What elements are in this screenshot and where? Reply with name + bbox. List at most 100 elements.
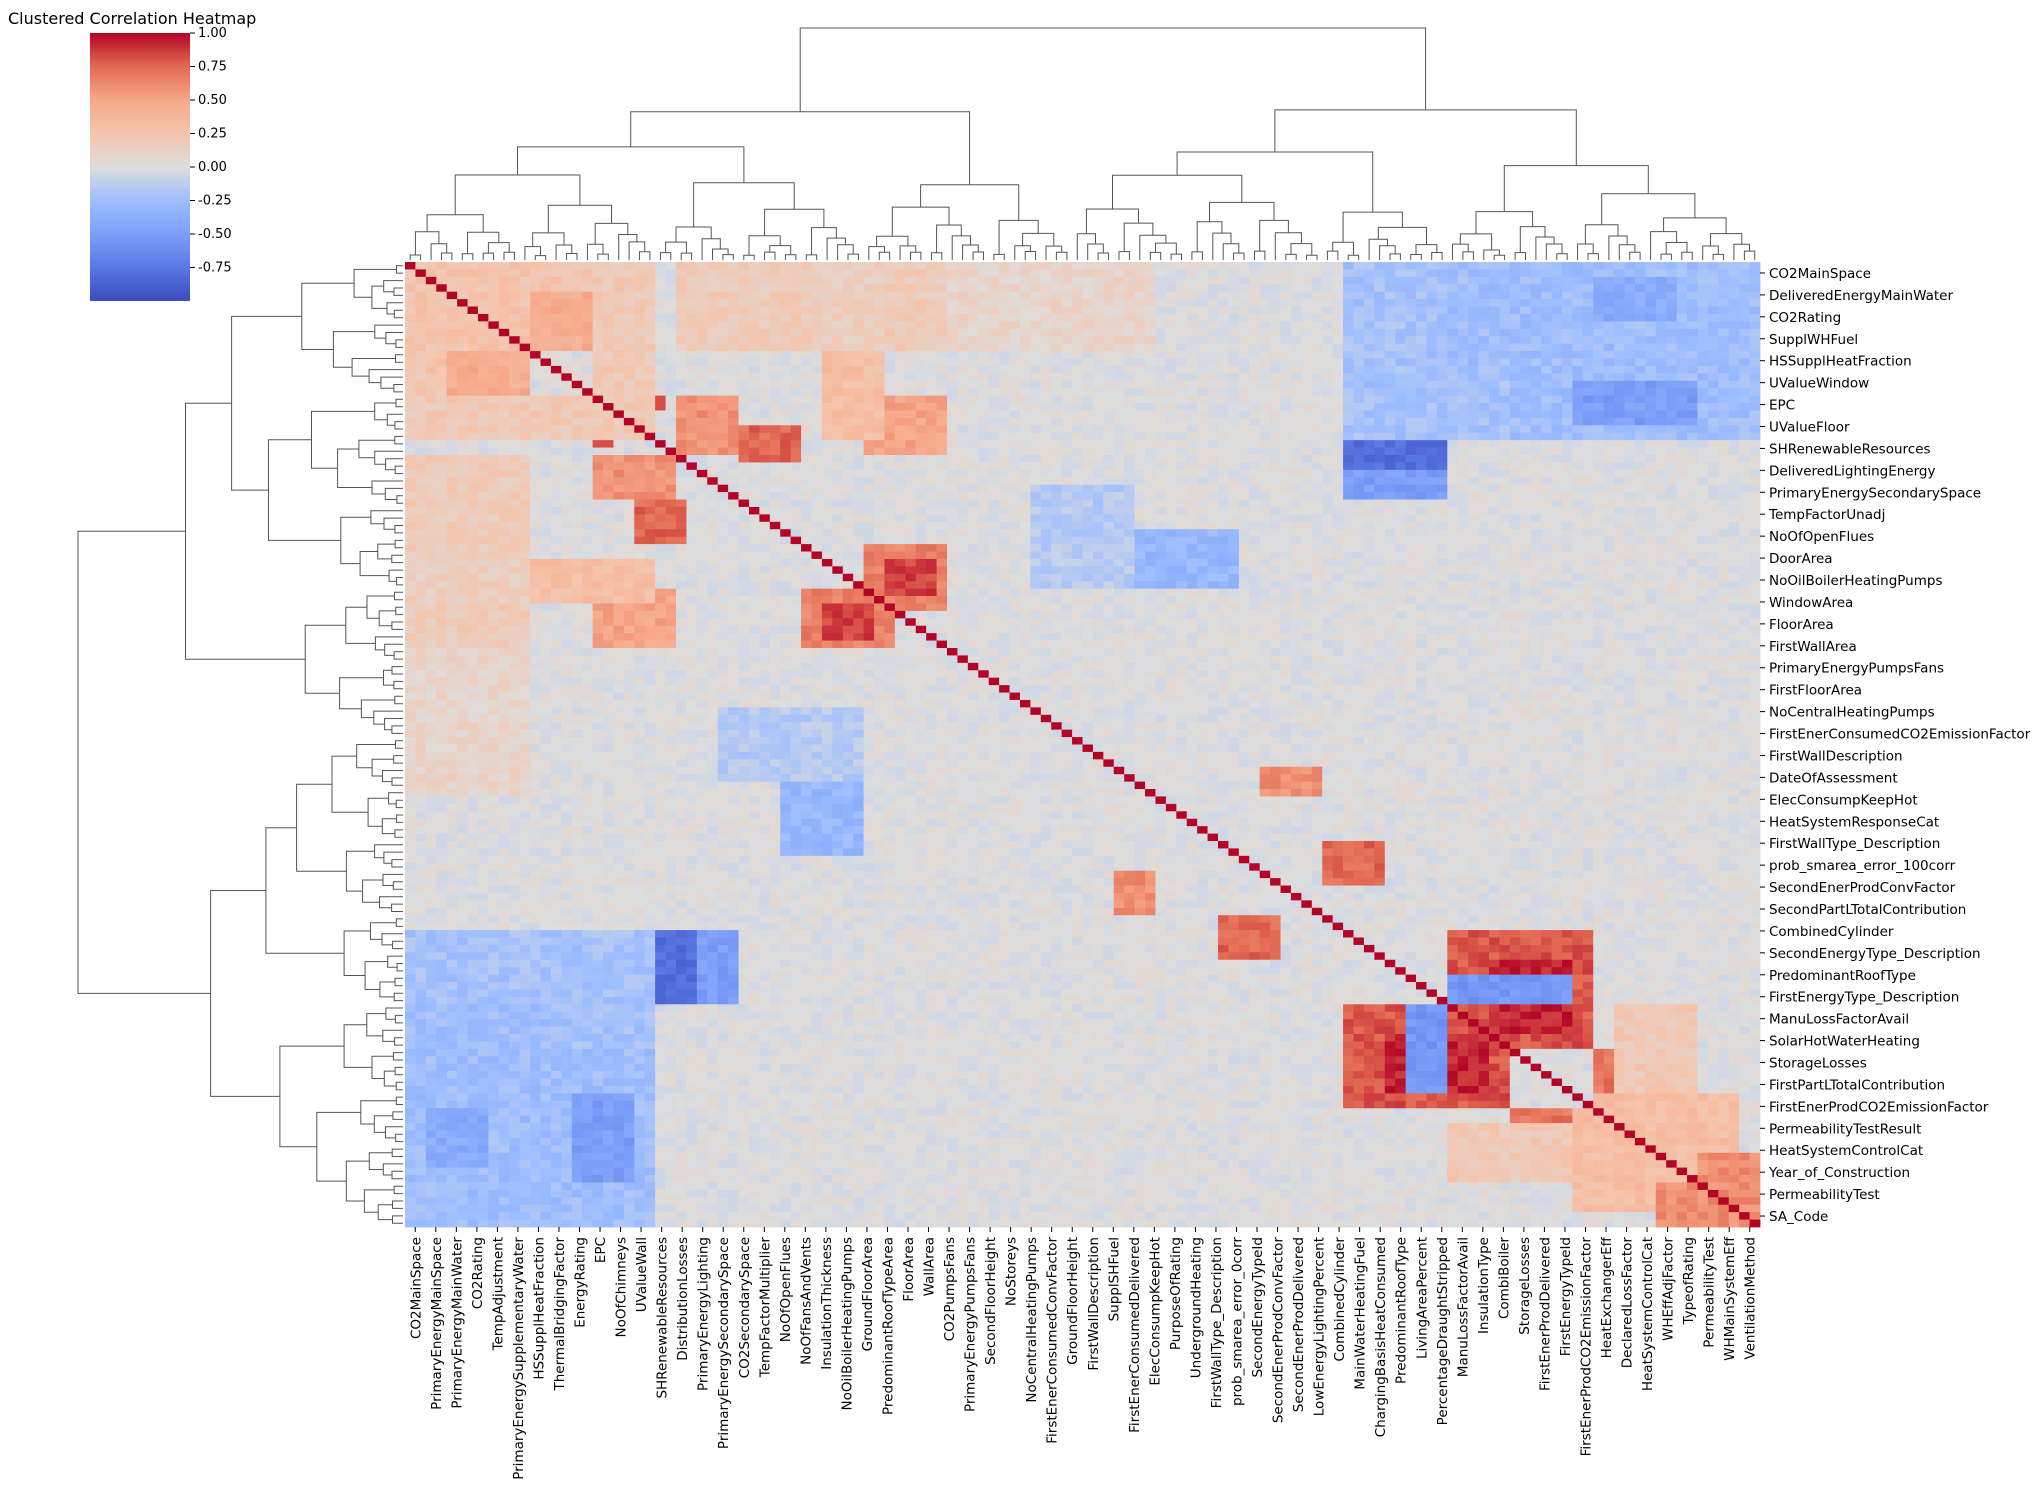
heatmap-cell — [780, 395, 792, 404]
heatmap-cell — [1603, 506, 1615, 515]
heatmap-cell — [1426, 395, 1438, 404]
heatmap-cell — [915, 432, 927, 441]
heatmap-cell — [1707, 343, 1719, 352]
heatmap-cell — [978, 321, 990, 330]
heatmap-cell — [1186, 432, 1198, 441]
heatmap-cell — [571, 432, 583, 441]
heatmap-cell — [957, 492, 969, 500]
heatmap-cell — [634, 492, 646, 500]
heatmap-cell — [1249, 262, 1261, 270]
heatmap-cell — [1311, 306, 1323, 315]
heatmap-cell — [1666, 380, 1678, 389]
heatmap-cell — [446, 477, 458, 486]
heatmap-cell — [1124, 521, 1136, 530]
heatmap-cell — [811, 380, 823, 389]
heatmap-cell — [1718, 380, 1730, 389]
heatmap-cell — [769, 269, 781, 278]
heatmap-cell — [1728, 417, 1740, 426]
heatmap-cell — [696, 499, 708, 508]
heatmap-cell — [1436, 395, 1448, 404]
heatmap-cell — [1728, 499, 1740, 508]
row-dendrogram-link — [268, 439, 341, 541]
heatmap-cell — [1551, 395, 1563, 404]
heatmap-cell — [1124, 313, 1136, 322]
heatmap-cell — [1655, 462, 1667, 471]
heatmap-cell — [1395, 506, 1407, 515]
heatmap-cell — [1092, 506, 1104, 515]
heatmap-cell — [1634, 477, 1646, 486]
heatmap-cell — [1030, 336, 1042, 345]
heatmap-cell — [728, 328, 739, 337]
heatmap-cell — [613, 514, 625, 523]
heatmap-cell — [1124, 373, 1136, 382]
heatmap-cell — [405, 514, 416, 523]
heatmap-cell — [530, 343, 541, 352]
heatmap-cell — [1447, 410, 1459, 419]
heatmap-cell — [1270, 336, 1281, 345]
column-dendrogram-link — [930, 252, 943, 260]
heatmap-cell — [1009, 455, 1021, 463]
heatmap-cell — [936, 313, 948, 322]
heatmap-cell — [717, 425, 729, 434]
column-dendrogram-link — [1024, 251, 1037, 260]
heatmap-cell — [1165, 388, 1177, 397]
heatmap-cell — [1061, 410, 1073, 419]
heatmap-cell — [1009, 351, 1021, 359]
heatmap-cell — [1749, 417, 1761, 426]
heatmap-cell — [1718, 388, 1730, 397]
heatmap-cell — [488, 403, 500, 411]
column-dendrogram-link — [517, 146, 745, 183]
heatmap-cell — [1259, 299, 1271, 307]
heatmap-cell — [1509, 521, 1521, 530]
heatmap-cell — [1405, 351, 1417, 359]
heatmap-cell — [769, 529, 781, 538]
heatmap-cell — [874, 514, 885, 523]
heatmap-cell — [1655, 440, 1667, 448]
heatmap-cell — [530, 291, 541, 300]
heatmap-cell — [655, 529, 666, 538]
heatmap-cell — [676, 262, 687, 270]
heatmap-cell — [811, 432, 823, 441]
row-dendrogram-link — [391, 621, 403, 630]
heatmap-cell — [926, 373, 937, 382]
chart-title: Clustered Correlation Heatmap — [8, 9, 256, 28]
heatmap-cell — [905, 417, 917, 426]
heatmap-cell — [1416, 328, 1427, 337]
heatmap-cell — [967, 425, 979, 434]
heatmap-cell — [1395, 262, 1407, 270]
heatmap-cell — [1603, 477, 1615, 486]
heatmap-cell — [1363, 313, 1375, 322]
heatmap-cell — [634, 276, 646, 285]
heatmap-cell — [1374, 447, 1386, 456]
heatmap-cell — [1363, 521, 1375, 530]
heatmap-cell — [1541, 521, 1552, 530]
heatmap-cell — [1103, 276, 1115, 285]
heatmap-cell — [790, 492, 802, 500]
column-dendrogram-link — [1663, 217, 1727, 234]
heatmap-cell — [1530, 321, 1542, 330]
heatmap-cell — [811, 447, 823, 456]
heatmap-cell — [1353, 291, 1365, 300]
heatmap-cell — [790, 373, 802, 382]
heatmap-cell — [947, 262, 958, 270]
heatmap-cell — [488, 269, 500, 278]
heatmap-cell — [1207, 343, 1219, 352]
heatmap-cell — [1624, 358, 1636, 367]
heatmap-cell — [1551, 351, 1563, 359]
heatmap-cell — [1739, 351, 1750, 359]
heatmap-cell — [1363, 425, 1375, 434]
heatmap-cell — [790, 365, 802, 374]
heatmap-cell — [707, 440, 719, 448]
heatmap-cell — [748, 403, 760, 411]
heatmap-cell — [623, 447, 635, 456]
heatmap-cell — [1468, 336, 1479, 345]
heatmap-cell — [1572, 417, 1584, 426]
heatmap-cell — [821, 321, 833, 330]
heatmap-cell — [1426, 328, 1438, 337]
heatmap-cell — [1509, 492, 1521, 500]
row-dendrogram-link — [395, 1133, 403, 1143]
heatmap-cell — [1249, 365, 1261, 374]
heatmap-cell — [1489, 343, 1500, 352]
heatmap-cell — [1541, 477, 1552, 486]
heatmap-cell — [1009, 462, 1021, 471]
